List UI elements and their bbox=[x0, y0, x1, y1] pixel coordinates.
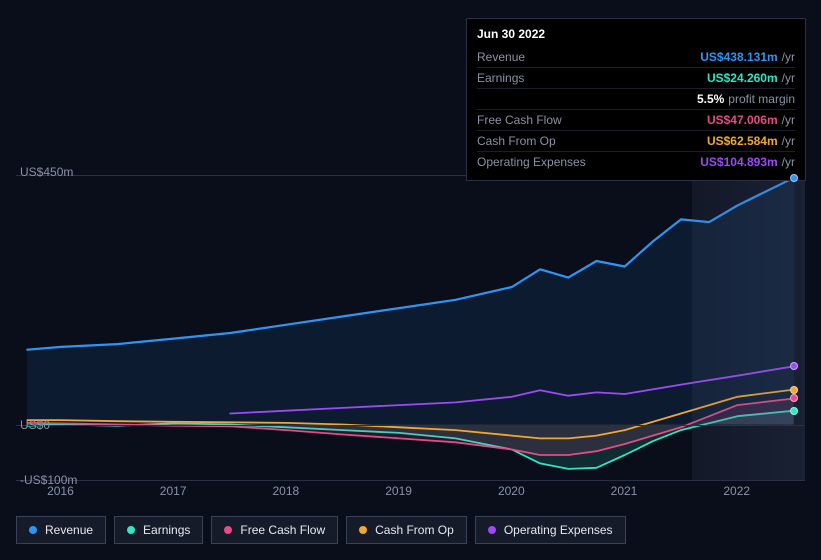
legend-label: Cash From Op bbox=[375, 523, 454, 537]
legend-item-cfo[interactable]: Cash From Op bbox=[346, 516, 467, 544]
legend-label: Free Cash Flow bbox=[240, 523, 325, 537]
x-tick-label: 2018 bbox=[273, 484, 300, 498]
future-period-band bbox=[692, 175, 805, 480]
tooltip-row-value: US$47.006m/yr bbox=[707, 113, 795, 127]
tooltip-row: Free Cash Flow US$47.006m/yr bbox=[477, 109, 795, 130]
tooltip-row: Earnings US$24.260m/yr bbox=[477, 67, 795, 88]
fcf-legend-dot bbox=[224, 526, 232, 534]
tooltip-row-key: Operating Expenses bbox=[477, 155, 586, 169]
tooltip-row-key: Free Cash Flow bbox=[477, 113, 562, 127]
x-tick-label: 2020 bbox=[498, 484, 525, 498]
tooltip-row-value: US$24.260m/yr bbox=[707, 71, 795, 85]
legend-item-fcf[interactable]: Free Cash Flow bbox=[211, 516, 338, 544]
gridline-zero bbox=[16, 425, 805, 426]
tooltip-row-key: Revenue bbox=[477, 50, 525, 64]
legend-item-opex[interactable]: Operating Expenses bbox=[475, 516, 626, 544]
earnings-end-marker bbox=[790, 407, 798, 415]
tooltip-date: Jun 30 2022 bbox=[477, 27, 795, 41]
plot-area[interactable] bbox=[16, 175, 805, 480]
tooltip-row-key: Earnings bbox=[477, 71, 524, 85]
tooltip-row-value: US$62.584m/yr bbox=[707, 134, 795, 148]
y-tick-label-zero: US$0 bbox=[20, 418, 50, 432]
opex-end-marker bbox=[790, 362, 798, 370]
x-tick-label: 2017 bbox=[160, 484, 187, 498]
chart-tooltip: Jun 30 2022 Revenue US$438.131m/yr Earning… bbox=[466, 18, 806, 181]
tooltip-row: Cash From Op US$62.584m/yr bbox=[477, 130, 795, 151]
tooltip-row: Revenue US$438.131m/yr bbox=[477, 47, 795, 67]
cfo-legend-dot bbox=[359, 526, 367, 534]
opex-legend-dot bbox=[488, 526, 496, 534]
tooltip-row-key: Cash From Op bbox=[477, 134, 556, 148]
tooltip-row-value: US$104.893m/yr bbox=[700, 155, 795, 169]
chart-svg bbox=[16, 175, 805, 480]
x-tick-label: 2016 bbox=[47, 484, 74, 498]
chart-legend: Revenue Earnings Free Cash Flow Cash From O… bbox=[16, 516, 626, 544]
tooltip-row: Operating Expenses US$104.893m/yr bbox=[477, 151, 795, 172]
revenue-legend-dot bbox=[29, 526, 37, 534]
x-tick-label: 2022 bbox=[723, 484, 750, 498]
gridline-bottom bbox=[16, 480, 805, 481]
tooltip-row-value: US$438.131m/yr bbox=[700, 50, 795, 64]
legend-label: Operating Expenses bbox=[504, 523, 613, 537]
revenue-end-marker bbox=[790, 174, 798, 182]
legend-item-revenue[interactable]: Revenue bbox=[16, 516, 106, 544]
legend-label: Earnings bbox=[143, 523, 190, 537]
tooltip-row: 5.5%profit margin bbox=[477, 88, 795, 109]
tooltip-rows: Revenue US$438.131m/yr Earnings US$24.260m/… bbox=[477, 47, 795, 172]
legend-item-earnings[interactable]: Earnings bbox=[114, 516, 203, 544]
revenue-area bbox=[27, 178, 793, 425]
legend-label: Revenue bbox=[45, 523, 93, 537]
x-tick-label: 2019 bbox=[385, 484, 412, 498]
x-tick-label: 2021 bbox=[611, 484, 638, 498]
tooltip-row-value: 5.5%profit margin bbox=[697, 92, 795, 106]
financials-chart: US$450m US$0 -US$100m Jun 30 2022 Revenu… bbox=[0, 0, 821, 560]
fcf-end-marker bbox=[790, 394, 798, 402]
earnings-legend-dot bbox=[127, 526, 135, 534]
cfo-end-marker bbox=[790, 386, 798, 394]
y-tick-label-max: US$450m bbox=[20, 165, 73, 179]
